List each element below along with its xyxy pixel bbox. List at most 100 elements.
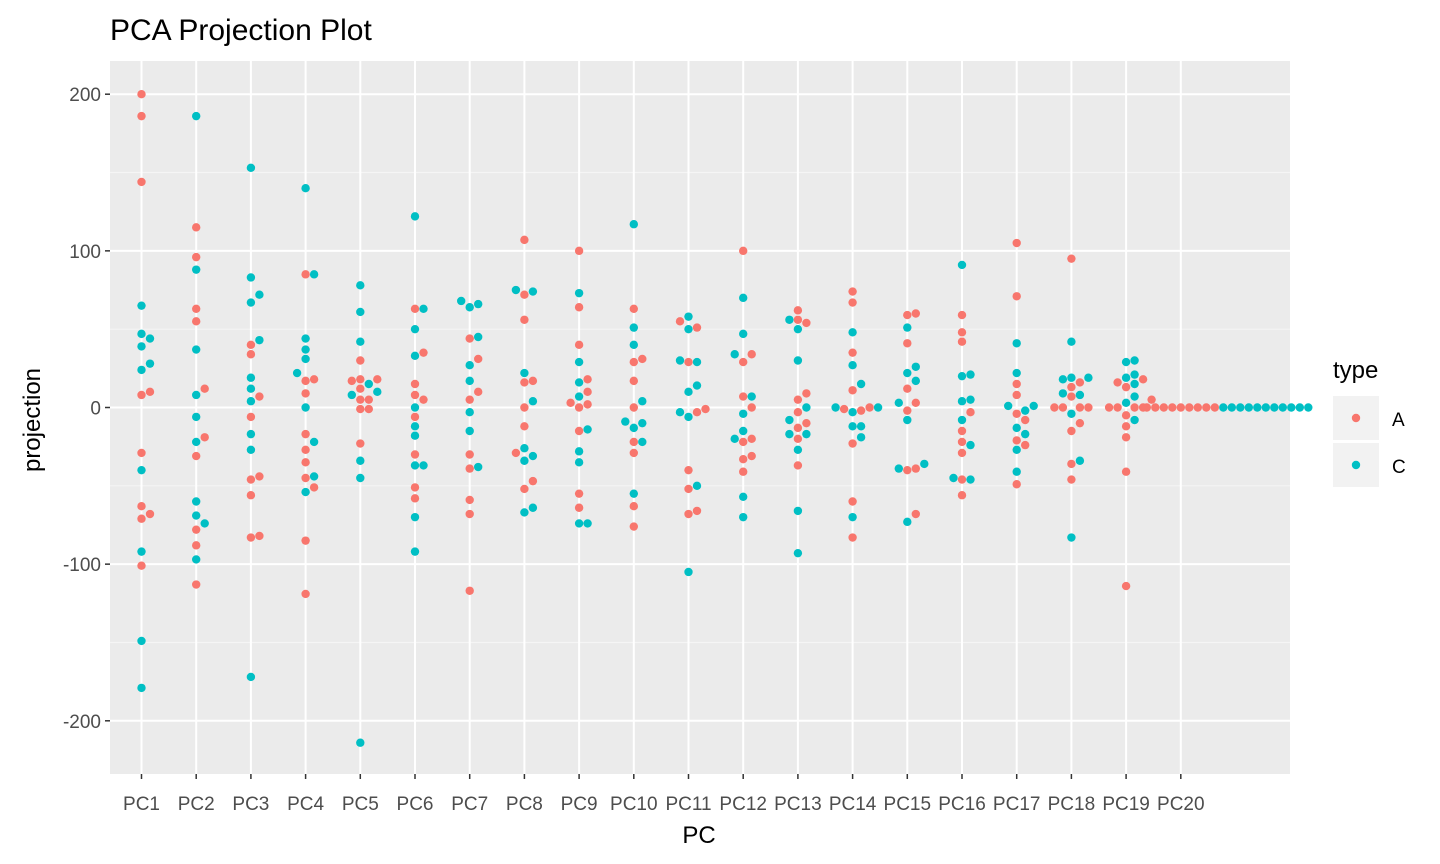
- point-a: [848, 497, 857, 506]
- point-c: [638, 397, 647, 406]
- point-a: [739, 392, 748, 401]
- point-a: [739, 454, 748, 464]
- point-a: [629, 357, 638, 367]
- point-a: [1168, 403, 1177, 412]
- point-c: [246, 384, 256, 393]
- point-c: [246, 672, 256, 682]
- point-a: [520, 290, 529, 299]
- point-c: [356, 456, 365, 465]
- point-c: [137, 683, 146, 693]
- point-a: [911, 464, 920, 473]
- y-axis-title: projection: [19, 368, 46, 472]
- point-c: [457, 296, 466, 306]
- point-a: [1121, 422, 1131, 431]
- point-a: [911, 398, 920, 408]
- point-a: [301, 389, 310, 398]
- point-c: [739, 293, 748, 303]
- point-c: [410, 512, 420, 522]
- point-a: [301, 429, 310, 439]
- point-a: [520, 403, 529, 412]
- point-a: [347, 376, 356, 386]
- point-a: [1138, 375, 1148, 384]
- point-c: [301, 354, 310, 364]
- point-a: [684, 357, 693, 367]
- point-c: [739, 409, 748, 418]
- point-c: [856, 379, 866, 389]
- point-c: [356, 307, 365, 317]
- point-a: [192, 223, 201, 232]
- point-c: [629, 423, 638, 433]
- point-c: [356, 738, 365, 747]
- point-c: [574, 447, 584, 456]
- point-a: [301, 376, 310, 386]
- point-a: [419, 348, 428, 357]
- point-c: [137, 365, 146, 375]
- x-tick-label: PC13: [774, 794, 822, 815]
- point-a: [255, 392, 264, 401]
- point-c: [292, 368, 302, 378]
- point-c: [419, 304, 428, 314]
- point-c: [1130, 392, 1139, 401]
- x-axis-ticks: PC1 PC2 PC3 PC4 PC5 PC6 PC7 PC8 PC9 PC10 PC11 PC12 P…: [123, 774, 1205, 815]
- point-a: [574, 246, 584, 256]
- point-a: [793, 315, 803, 324]
- point-a: [410, 379, 420, 389]
- point-c: [1287, 403, 1296, 412]
- point-c: [520, 368, 529, 378]
- point-c: [137, 547, 146, 556]
- point-a: [1202, 403, 1211, 412]
- point-a: [309, 375, 319, 384]
- point-a: [574, 340, 584, 350]
- point-c: [1012, 445, 1021, 454]
- point-c: [629, 489, 638, 498]
- point-c: [364, 379, 373, 389]
- point-a: [1012, 480, 1021, 489]
- point-a: [1012, 292, 1021, 301]
- point-a: [629, 376, 638, 386]
- y-tick-label: 200: [69, 85, 101, 106]
- point-c: [137, 329, 146, 339]
- point-a: [848, 439, 857, 448]
- point-a: [246, 475, 256, 484]
- point-a: [364, 395, 373, 404]
- point-c: [410, 351, 420, 361]
- x-tick-label: PC2: [178, 794, 215, 815]
- point-c: [309, 437, 319, 447]
- point-c: [911, 362, 920, 371]
- y-axis-ticks: -200 -100 0 100 200: [63, 85, 110, 733]
- point-c: [474, 332, 483, 342]
- point-c: [903, 368, 912, 378]
- point-c: [574, 378, 584, 387]
- point-a: [192, 525, 201, 534]
- point-c: [1130, 415, 1139, 425]
- point-c: [192, 265, 201, 274]
- point-a: [966, 407, 975, 417]
- point-a: [356, 439, 365, 448]
- point-c: [1130, 379, 1139, 389]
- point-a: [356, 356, 365, 365]
- point-c: [192, 437, 201, 447]
- point-c: [957, 397, 967, 406]
- point-a: [356, 395, 365, 404]
- point-a: [1121, 581, 1131, 591]
- point-c: [848, 328, 857, 337]
- point-c: [739, 426, 748, 436]
- point-c: [873, 403, 883, 412]
- point-a: [246, 350, 256, 359]
- point-a: [373, 375, 382, 384]
- point-c: [675, 407, 685, 417]
- point-a: [410, 412, 420, 422]
- point-a: [911, 509, 920, 519]
- point-c: [246, 445, 256, 454]
- chart-title: PCA Projection Plot: [110, 14, 372, 47]
- point-c: [246, 397, 256, 406]
- point-c: [1067, 373, 1076, 382]
- point-c: [1130, 356, 1139, 365]
- point-a: [1084, 403, 1093, 412]
- point-a: [301, 536, 310, 545]
- point-c: [894, 398, 903, 408]
- point-c: [137, 342, 146, 351]
- point-c: [1121, 357, 1131, 367]
- point-a: [848, 287, 857, 296]
